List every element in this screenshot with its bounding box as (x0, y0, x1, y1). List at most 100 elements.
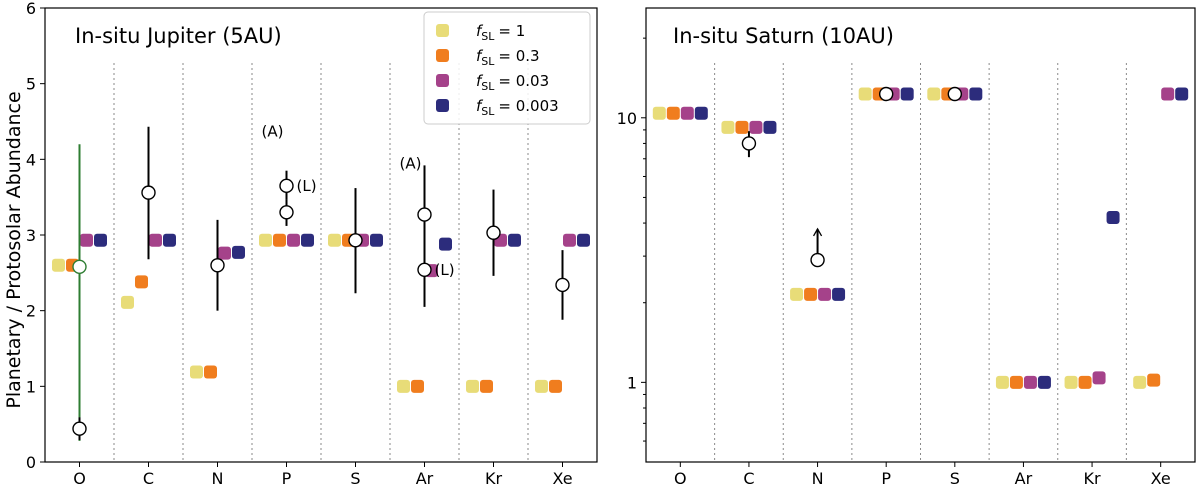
chart-panel-saturn: 1 10 O C N P S Ar Kr Xe In-situ Saturn (10AU) (617, 7, 1196, 486)
x-tick-label: N (812, 469, 824, 486)
y-axis-label: Planetary / Protosolar Abundance (3, 91, 25, 408)
x-tick-label: O (674, 469, 687, 486)
data-point (135, 275, 148, 289)
data-point (1078, 375, 1092, 389)
x-tick-label: P (881, 469, 891, 486)
legend-marker (436, 74, 449, 87)
legend-value: = 0.3 (498, 47, 539, 65)
y-tick-label: 5 (26, 75, 36, 94)
legend-box (423, 11, 591, 125)
legend-marker (436, 99, 449, 112)
data-point (466, 379, 479, 393)
legend-symbol: f (476, 22, 484, 40)
observation-point (741, 136, 757, 151)
data-point (1161, 87, 1175, 101)
legend-entry: fSL = 0.03 (476, 72, 549, 93)
x-tick-label: Kr (485, 469, 502, 486)
legend-subscript: SL (481, 105, 495, 118)
data-point (439, 237, 452, 251)
observation-point (72, 421, 87, 436)
data-point (163, 233, 176, 247)
x-tick-label: Xe (552, 469, 572, 486)
observation-point (947, 86, 963, 102)
data-point (818, 287, 832, 301)
data-point (1023, 375, 1037, 389)
legend-symbol: f (476, 97, 484, 115)
data-point (1009, 375, 1023, 389)
observation-point (210, 258, 225, 273)
data-point (328, 233, 341, 247)
y-tick-label: 1 (26, 377, 36, 396)
x-tick-label: Ar (1015, 469, 1033, 486)
data-point (549, 379, 562, 393)
data-point (1106, 210, 1120, 224)
data-point (190, 365, 203, 379)
observation-point (72, 259, 87, 274)
observation-point (486, 225, 501, 240)
observation-point (141, 185, 156, 200)
data-point (218, 246, 231, 260)
data-point (563, 233, 576, 247)
observation-label: (L) (435, 261, 455, 279)
legend-marker (436, 24, 449, 37)
data-point (411, 379, 424, 393)
data-point (232, 245, 245, 259)
observation-point (279, 178, 294, 194)
panel-title: In-situ Saturn (10AU) (673, 24, 894, 48)
data-point (1175, 87, 1189, 101)
y-tick-label: 2 (26, 302, 36, 321)
data-point (735, 120, 749, 134)
y-tick-label: 0 (26, 453, 36, 472)
x-tick-label: Ar (416, 469, 434, 486)
data-point (858, 87, 872, 101)
legend-entry: fSL = 0.003 (476, 97, 559, 118)
data-point (1064, 375, 1078, 389)
data-point (1092, 371, 1106, 385)
legend-subscript: SL (481, 30, 495, 43)
data-point (52, 258, 65, 272)
observation-label: (L) (297, 177, 317, 195)
data-point (749, 120, 763, 134)
data-point (204, 365, 217, 379)
data-point (397, 379, 410, 393)
observation-point (555, 277, 570, 293)
legend-symbol: f (476, 47, 484, 65)
data-point (969, 87, 983, 101)
data-point (1147, 373, 1161, 387)
x-tick-label: C (743, 469, 754, 486)
data-point (666, 106, 680, 120)
legend-value: = 1 (498, 22, 525, 40)
legend-symbol: f (476, 72, 484, 90)
x-tick-label: N (212, 469, 224, 486)
data-point (480, 379, 493, 393)
data-point (577, 233, 590, 247)
observation-point (417, 207, 432, 222)
data-point (259, 233, 272, 247)
observation-point (279, 205, 294, 220)
y-tick-label: 3 (26, 226, 36, 245)
legend-entry: fSL = 0.3 (476, 47, 540, 68)
observation-point (878, 86, 894, 102)
y-tick-label: 6 (26, 0, 36, 18)
y-tick-label: 1 (627, 373, 637, 392)
x-tick-label: O (73, 469, 86, 486)
legend-value: = 0.003 (498, 97, 558, 115)
x-tick-label: S (950, 469, 960, 486)
legend-entry: fSL = 1 (476, 22, 525, 43)
y-tick-label: 4 (26, 150, 36, 169)
data-point (694, 106, 708, 120)
lower-limit-arrow (812, 227, 823, 237)
data-point (94, 233, 107, 247)
legend-subscript: SL (481, 55, 495, 68)
data-point (287, 233, 300, 247)
data-point (763, 120, 777, 134)
data-point (680, 106, 694, 120)
legend-subscript: SL (481, 80, 495, 93)
data-point (1037, 375, 1051, 389)
x-tick-label: S (350, 469, 360, 486)
data-point (927, 87, 941, 101)
data-point (995, 375, 1009, 389)
data-point (370, 233, 383, 247)
